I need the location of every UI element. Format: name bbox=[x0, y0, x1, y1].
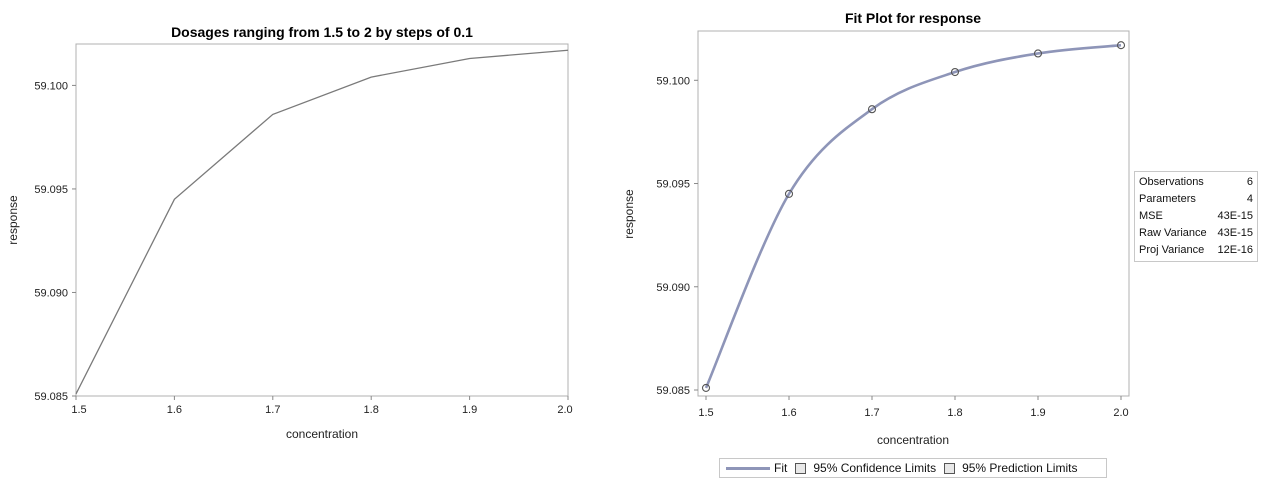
chart-fit-plot-svg: Fit Plot for response concentration resp… bbox=[622, 10, 1130, 447]
stat-label: Parameters bbox=[1139, 193, 1196, 205]
y-tick-label: 59.085 bbox=[656, 385, 690, 397]
observed-point bbox=[1033, 49, 1043, 58]
x-tick-label: 2.0 bbox=[557, 404, 572, 416]
x-tick-label: 1.9 bbox=[462, 404, 477, 416]
legend-item-confidence: 95% Confidence Limits bbox=[795, 461, 936, 475]
x-tick-label: 1.6 bbox=[781, 407, 796, 419]
chart-title: Dosages ranging from 1.5 to 2 by steps o… bbox=[171, 24, 473, 40]
x-tick-label: 1.8 bbox=[947, 407, 962, 419]
confidence-swatch bbox=[795, 462, 807, 474]
chart-fit-plot: Fit Plot for response concentration resp… bbox=[600, 0, 1263, 484]
stat-value: 43E-15 bbox=[1217, 227, 1253, 239]
x-axis-label: concentration bbox=[286, 427, 358, 441]
x-axis-label: concentration bbox=[877, 433, 949, 447]
x-tick-label: 1.5 bbox=[698, 407, 713, 419]
chart-title: Fit Plot for response bbox=[845, 10, 981, 26]
stat-label: Proj Variance bbox=[1139, 244, 1205, 256]
fit-curve bbox=[704, 43, 1122, 389]
y-tick-label: 59.095 bbox=[34, 184, 68, 196]
x-tick-label: 1.7 bbox=[864, 407, 879, 419]
stat-value: 6 bbox=[1246, 176, 1253, 188]
observed-point bbox=[950, 67, 960, 77]
y-axis-label: response bbox=[6, 195, 20, 245]
y-tick-label: 59.100 bbox=[34, 80, 68, 92]
stat-row-observations: Observations 6 bbox=[1135, 174, 1257, 191]
observed-point bbox=[1116, 41, 1126, 50]
y-tick-label: 59.085 bbox=[34, 391, 68, 403]
plot-area-frame bbox=[75, 43, 569, 397]
stat-label: Raw Variance bbox=[1139, 227, 1207, 239]
legend-item-fit: Fit bbox=[726, 461, 787, 475]
legend-label: Fit bbox=[774, 461, 788, 475]
y-tick-label: 59.090 bbox=[34, 287, 68, 299]
x-tick-label: 1.5 bbox=[71, 404, 86, 416]
stat-row-proj-variance: Proj Variance 12E-16 bbox=[1135, 242, 1257, 259]
prediction-swatch bbox=[944, 462, 956, 474]
x-tick-label: 1.6 bbox=[167, 404, 182, 416]
series-line bbox=[75, 49, 569, 395]
y-tick-label: 59.090 bbox=[656, 282, 690, 294]
stat-label: MSE bbox=[1139, 210, 1163, 222]
stat-value: 43E-15 bbox=[1217, 210, 1253, 222]
x-tick-label: 1.9 bbox=[1030, 407, 1045, 419]
legend-label: 95% Confidence Limits bbox=[813, 461, 937, 475]
x-tick-label: 1.8 bbox=[364, 404, 379, 416]
stat-value: 12E-16 bbox=[1217, 244, 1253, 256]
plot-area-frame bbox=[697, 30, 1130, 397]
x-tick-label: 2.0 bbox=[1113, 407, 1128, 419]
fit-statistics-table: Observations 6 Parameters 4 MSE 43E-15 Raw … bbox=[1134, 171, 1258, 262]
chart-dosages-svg: Dosages ranging from 1.5 to 2 by steps o… bbox=[6, 24, 573, 441]
y-axis-label: response bbox=[622, 189, 636, 239]
stat-row-parameters: Parameters 4 bbox=[1135, 191, 1257, 208]
stat-value: 4 bbox=[1246, 193, 1253, 205]
stat-row-raw-variance: Raw Variance 43E-15 bbox=[1135, 225, 1257, 242]
fit-line-swatch bbox=[726, 466, 770, 470]
x-tick-label: 1.7 bbox=[265, 404, 280, 416]
chart-dosages: Dosages ranging from 1.5 to 2 by steps o… bbox=[0, 0, 590, 484]
legend-label: 95% Prediction Limits bbox=[962, 461, 1078, 475]
stat-label: Observations bbox=[1139, 176, 1204, 188]
y-tick-label: 59.095 bbox=[656, 179, 690, 191]
observed-point bbox=[701, 383, 711, 392]
stat-row-mse: MSE 43E-15 bbox=[1135, 208, 1257, 225]
chart-legend: Fit 95% Confidence Limits 95% Prediction… bbox=[719, 458, 1107, 478]
observed-point bbox=[867, 105, 877, 114]
observed-point bbox=[784, 189, 794, 198]
y-tick-label: 59.100 bbox=[656, 75, 690, 87]
legend-item-prediction: 95% Prediction Limits bbox=[944, 461, 1077, 475]
